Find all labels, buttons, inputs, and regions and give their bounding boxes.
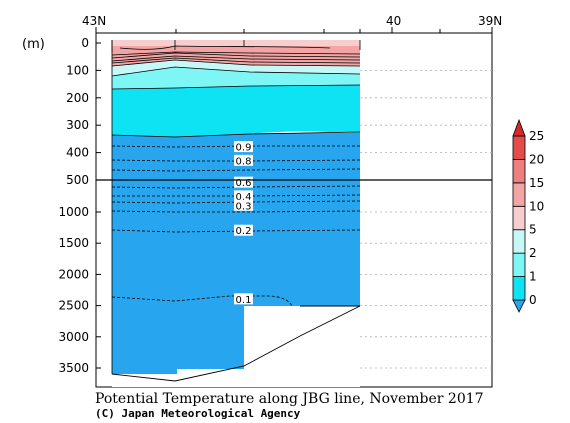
top-axis — [95, 27, 493, 33]
fill-band-1-2 — [112, 85, 360, 137]
bottom-line — [111, 305, 361, 382]
y-tick-label: 100 — [66, 63, 89, 77]
fill-cyan-lower — [112, 180, 360, 374]
y-tick-label: 2500 — [58, 299, 89, 313]
colorbar-segment — [512, 276, 526, 301]
contour-label: 0.2 — [236, 226, 252, 237]
y-tick-label: 500 — [66, 173, 89, 187]
lat-tick-39n: 39N — [478, 14, 502, 28]
colorbar-segment — [512, 159, 526, 184]
colorbar-segment — [512, 135, 526, 160]
fill-band-top — [112, 40, 360, 46]
y-axis-unit: (m) — [22, 37, 45, 52]
colorbar-segment — [512, 229, 526, 254]
fill-band-2-5 — [112, 67, 360, 89]
contour-label: 0.9 — [236, 143, 252, 154]
colorbar-segment — [512, 182, 526, 207]
y-axis: 0 100 200 300 400 500 1000 1500 2000 2500 3000 3500 — [58, 36, 101, 375]
y-tick-label: 2000 — [58, 267, 89, 281]
contour-label: 0.8 — [236, 156, 252, 167]
y-tick-label: 1000 — [58, 205, 89, 219]
colorbar-segment — [512, 252, 526, 277]
contour-label: 0.4 — [236, 192, 252, 203]
colorbar-segment — [512, 118, 526, 137]
chart-title: Potential Temperature along JBG line, No… — [95, 391, 484, 407]
bottom-topography — [111, 40, 361, 387]
contour-label: 0.3 — [236, 201, 252, 212]
colorbar-label: 2 — [529, 246, 537, 260]
contour-label-bg — [234, 190, 253, 202]
colorbar-segment — [512, 205, 526, 231]
contours-dashed — [111, 145, 361, 307]
y-tick-label: 3000 — [58, 330, 89, 344]
contour-label-bg — [234, 176, 253, 188]
land-mask — [112, 306, 360, 387]
contours-solid — [111, 40, 361, 138]
colorbar-label: 1 — [529, 270, 537, 284]
colorbar-segment — [512, 299, 526, 313]
y-tick-label: 0 — [81, 36, 89, 50]
lat-tick-43n: 43N — [82, 14, 106, 28]
colorbar-label: 10 — [529, 199, 544, 213]
contour-label-bg — [234, 224, 253, 236]
contour-labels: 0.9 0.8 0.6 0.40.3 0.2 0.1 — [234, 141, 253, 306]
colorbar-label: 20 — [529, 152, 544, 166]
y-tick-label: 400 — [66, 146, 89, 160]
contour-label-bg — [234, 141, 253, 153]
y-tick-label: 1500 — [58, 236, 89, 250]
lat-tick-40: 40 — [386, 14, 401, 28]
colorbar-label: 15 — [529, 176, 544, 190]
y-tick-label: 300 — [66, 118, 89, 132]
contour-label-bg — [234, 199, 253, 211]
credit-text: (C) Japan Meteorological Agency — [95, 407, 301, 420]
colorbar-label: 5 — [529, 223, 537, 237]
grid-lines — [360, 70, 492, 369]
fill-band-5-10 — [112, 60, 360, 76]
colorbar-label: 0 — [529, 293, 537, 307]
contour-label: 0.1 — [236, 295, 252, 306]
y-tick-label: 3500 — [58, 361, 89, 375]
y-tick-label: 200 — [66, 91, 89, 105]
contour-label-bg — [234, 293, 253, 305]
contour-label: 0.6 — [236, 178, 252, 189]
contour-label-bg — [234, 154, 253, 166]
colorbar-label: 25 — [529, 129, 544, 143]
